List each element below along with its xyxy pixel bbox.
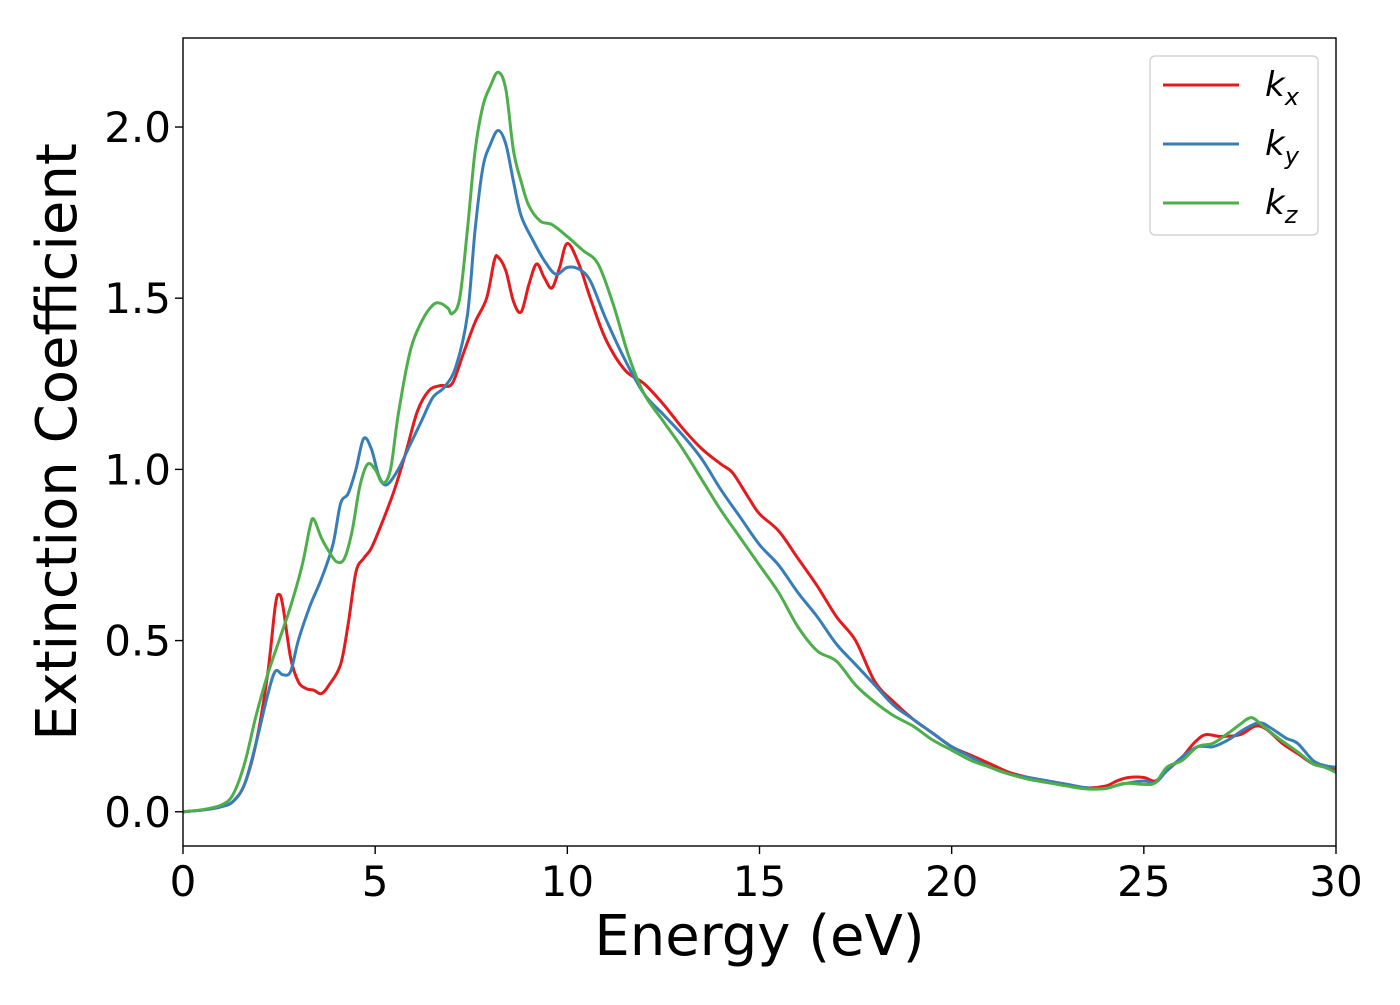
x-axis-ticks: 0 5 10 15 20 25 30 [170, 846, 1363, 906]
y-tick-label: 0.5 [104, 617, 171, 666]
x-axis-title: Energy (eV) [594, 904, 924, 969]
y-tick-label: 1.0 [104, 445, 171, 494]
y-tick-label: 2.0 [104, 103, 171, 152]
x-tick-label: 30 [1309, 857, 1362, 906]
x-tick-label: 15 [733, 857, 786, 906]
series-line-y [182, 128, 1337, 814]
y-tick-label: 0.0 [104, 788, 171, 837]
x-tick-label: 10 [541, 857, 594, 906]
x-tick-label: 0 [170, 857, 197, 906]
y-axis-ticks: 0.0 0.5 1.0 1.5 2.0 [104, 103, 183, 837]
x-tick-label: 20 [925, 857, 978, 906]
series-line-z [182, 70, 1337, 814]
y-tick-label: 1.5 [104, 274, 171, 323]
plot-area [183, 38, 1336, 846]
series-line-x [182, 241, 1337, 814]
x-tick-label: 25 [1117, 857, 1170, 906]
series-lines [182, 70, 1337, 814]
x-tick-label: 5 [362, 857, 389, 906]
y-axis-title: Extinction Coefficient [25, 143, 90, 741]
